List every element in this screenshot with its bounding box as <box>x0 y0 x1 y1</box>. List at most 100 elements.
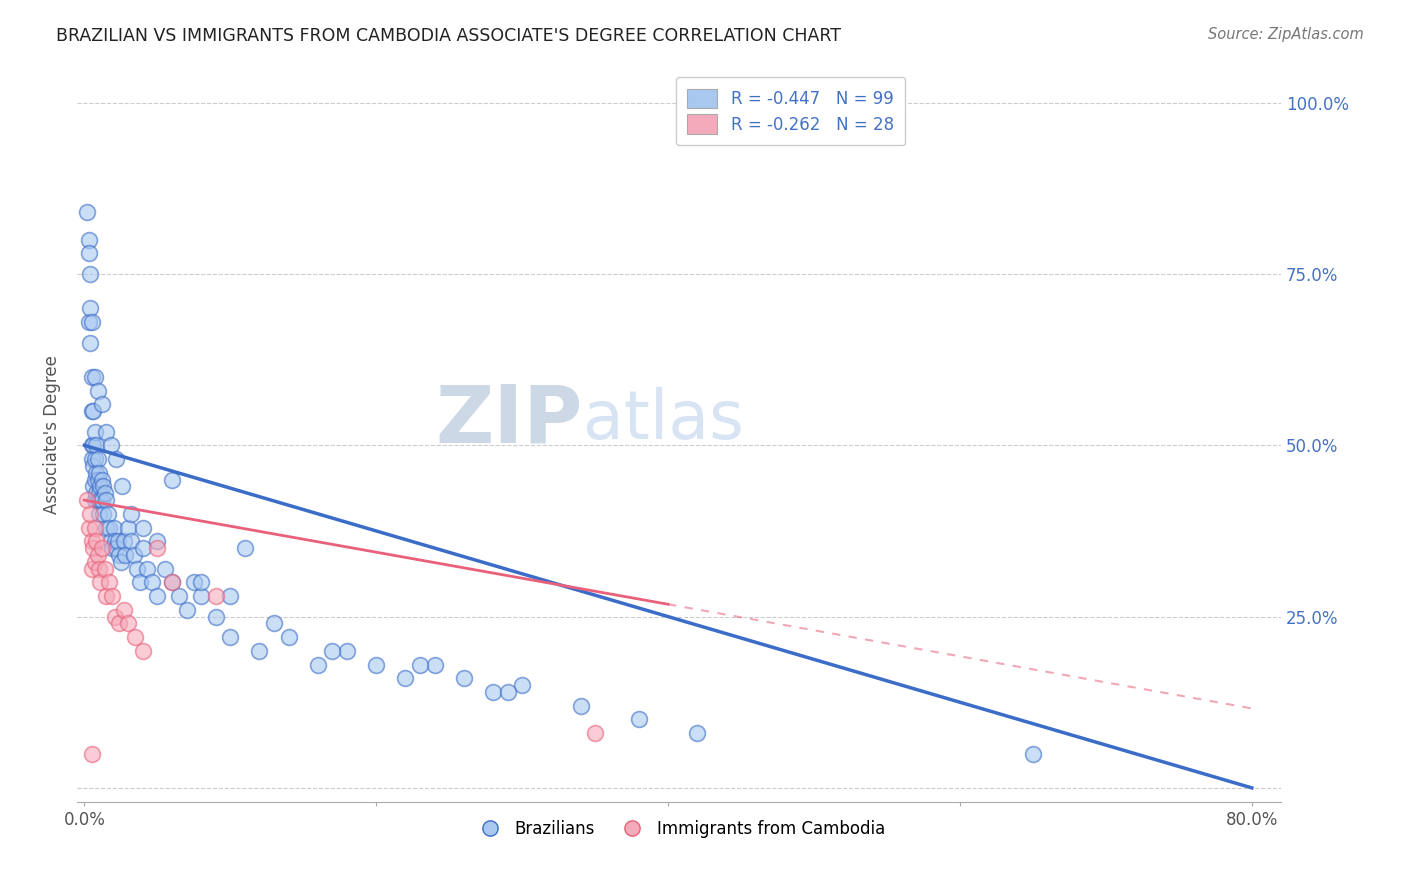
Point <box>80 747 103 761</box>
Point <box>204 609 226 624</box>
Text: Source: ZipAtlas.com: Source: ZipAtlas.com <box>1208 27 1364 42</box>
Point <box>167 589 190 603</box>
Point <box>1022 747 1045 761</box>
Point <box>496 685 519 699</box>
Point <box>101 589 124 603</box>
Point <box>79 335 101 350</box>
Point <box>94 561 117 575</box>
Point <box>249 644 271 658</box>
Point <box>409 657 432 672</box>
Point <box>366 657 388 672</box>
Point <box>120 534 142 549</box>
Point <box>112 534 135 549</box>
Point <box>117 616 139 631</box>
Point <box>204 589 226 603</box>
Point <box>80 561 103 575</box>
Point <box>112 603 135 617</box>
Point <box>183 575 205 590</box>
Point <box>86 452 108 467</box>
Point <box>146 541 169 555</box>
Point <box>76 493 98 508</box>
Point <box>90 493 112 508</box>
Point <box>82 458 104 473</box>
Point <box>83 452 105 467</box>
Point <box>136 561 159 575</box>
Point <box>160 575 183 590</box>
Text: ZIP: ZIP <box>436 382 582 459</box>
Point <box>510 678 533 692</box>
Point <box>98 520 121 534</box>
Point <box>79 267 101 281</box>
Point <box>83 493 105 508</box>
Point <box>176 603 198 617</box>
Point <box>190 575 212 590</box>
Point <box>84 466 107 480</box>
Point <box>125 561 148 575</box>
Point <box>336 644 359 658</box>
Point <box>82 404 104 418</box>
Point <box>122 548 145 562</box>
Point <box>108 548 131 562</box>
Point <box>83 425 105 439</box>
Point <box>111 479 134 493</box>
Point <box>90 541 112 555</box>
Point <box>219 589 242 603</box>
Point <box>105 541 128 555</box>
Point <box>86 493 108 508</box>
Point <box>100 438 122 452</box>
Point <box>96 589 118 603</box>
Point <box>82 479 104 493</box>
Text: BRAZILIAN VS IMMIGRANTS FROM CAMBODIA ASSOCIATE'S DEGREE CORRELATION CHART: BRAZILIAN VS IMMIGRANTS FROM CAMBODIA AS… <box>56 27 841 45</box>
Point <box>482 685 505 699</box>
Point <box>132 541 155 555</box>
Point <box>80 452 103 467</box>
Point <box>96 520 118 534</box>
Point <box>83 520 105 534</box>
Point <box>84 486 107 500</box>
Point <box>104 609 127 624</box>
Point <box>76 205 98 219</box>
Point <box>114 548 136 562</box>
Point <box>80 404 103 418</box>
Point <box>124 630 146 644</box>
Point <box>105 452 128 467</box>
Point <box>103 520 125 534</box>
Point <box>110 555 132 569</box>
Point <box>87 466 110 480</box>
Point <box>423 657 446 672</box>
Point <box>233 541 256 555</box>
Point <box>82 541 104 555</box>
Point <box>321 644 343 658</box>
Point <box>80 315 103 329</box>
Point <box>82 438 104 452</box>
Point <box>77 246 100 260</box>
Point <box>98 575 121 590</box>
Point <box>89 493 111 508</box>
Point <box>87 507 110 521</box>
Point <box>79 301 101 316</box>
Point <box>83 555 105 569</box>
Point <box>84 438 107 452</box>
Point <box>77 315 100 329</box>
Point <box>89 479 111 493</box>
Point <box>107 534 129 549</box>
Point <box>96 493 118 508</box>
Point <box>277 630 299 644</box>
Point <box>132 520 155 534</box>
Point <box>128 575 150 590</box>
Point <box>86 384 108 398</box>
Point <box>120 507 142 521</box>
Point <box>160 473 183 487</box>
Point <box>79 507 101 521</box>
Point <box>108 616 131 631</box>
Text: atlas: atlas <box>582 387 744 453</box>
Point <box>141 575 163 590</box>
Point <box>97 507 120 521</box>
Point <box>87 561 110 575</box>
Point <box>86 548 108 562</box>
Legend: Brazilians, Immigrants from Cambodia: Brazilians, Immigrants from Cambodia <box>467 814 891 845</box>
Point <box>77 520 100 534</box>
Point <box>86 473 108 487</box>
Point <box>83 369 105 384</box>
Point <box>83 473 105 487</box>
